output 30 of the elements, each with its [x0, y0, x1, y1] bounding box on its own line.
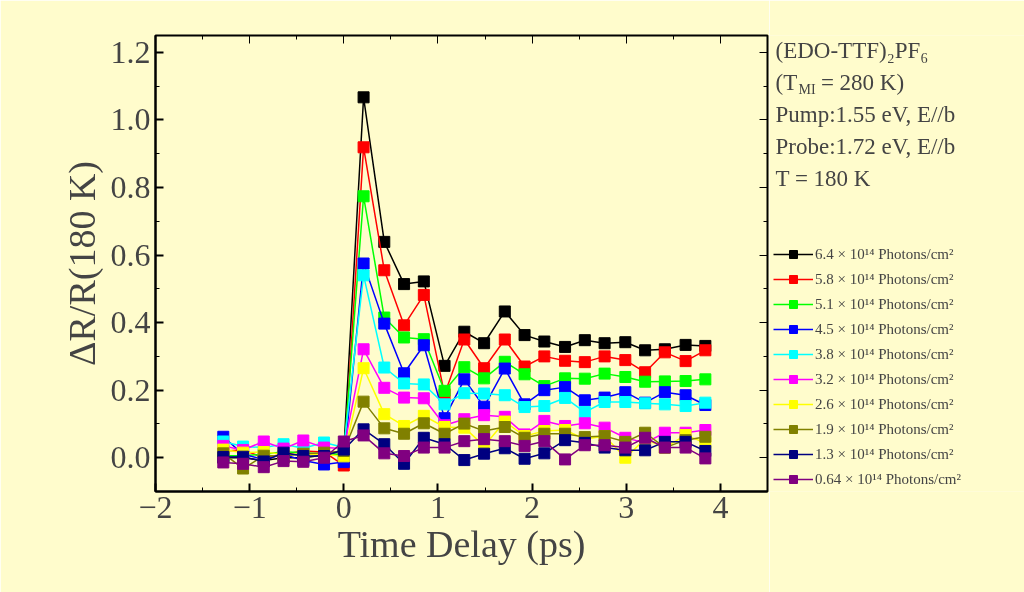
legend-label: 3.2 × 10¹⁴ Photons/cm²	[815, 369, 954, 389]
legend-label: 6.4 × 10¹⁴ Photons/cm²	[815, 244, 954, 264]
y-tick-label: 0.2	[110, 371, 151, 408]
x-tick-label: 3	[618, 488, 635, 525]
legend-label: 5.8 × 10¹⁴ Photons/cm²	[815, 269, 954, 289]
y-tick-label: 0.6	[110, 236, 151, 273]
legend-label: 4.5 × 10¹⁴ Photons/cm²	[815, 319, 954, 339]
text: Probe:1.72 eV, E//b	[775, 133, 956, 159]
text: (EDO-TTF)₂PF₆	[775, 37, 929, 63]
x-tick-label: 1	[429, 488, 446, 525]
x-tick-label: 0	[335, 488, 352, 525]
y-tick-label: 0.4	[110, 304, 151, 341]
legend-label: 3.8 × 10¹⁴ Photons/cm²	[815, 344, 954, 364]
text: Pump:1.55 eV, E//b	[775, 101, 956, 127]
y-tick-label: 1.0	[110, 101, 151, 138]
text: T = 180 K	[775, 165, 871, 191]
y-axis-title: ΔR/R(180 K)	[60, 161, 104, 366]
legend-label: 1.3 × 10¹⁴ Photons/cm²	[815, 444, 954, 464]
x-tick-label: 4	[712, 488, 729, 525]
x-tick-label: 2	[524, 488, 541, 525]
y-tick-label: 0.8	[110, 169, 151, 205]
y-tick-label: 0.0	[110, 439, 151, 476]
legend-label: 2.6 × 10¹⁴ Photons/cm²	[815, 394, 954, 414]
x-tick-label: −1	[232, 488, 267, 525]
y-tick-label: 1.2	[110, 33, 151, 70]
x-axis-title: Time Delay (ps)	[337, 522, 586, 566]
x-tick-label: −2	[138, 488, 173, 525]
legend-label: 5.1 × 10¹⁴ Photons/cm²	[815, 294, 954, 314]
legend-label: 1.9 × 10¹⁴ Photons/cm²	[815, 419, 954, 439]
legend-label: 0.64 × 10¹⁴ Photons/cm²	[815, 469, 962, 489]
